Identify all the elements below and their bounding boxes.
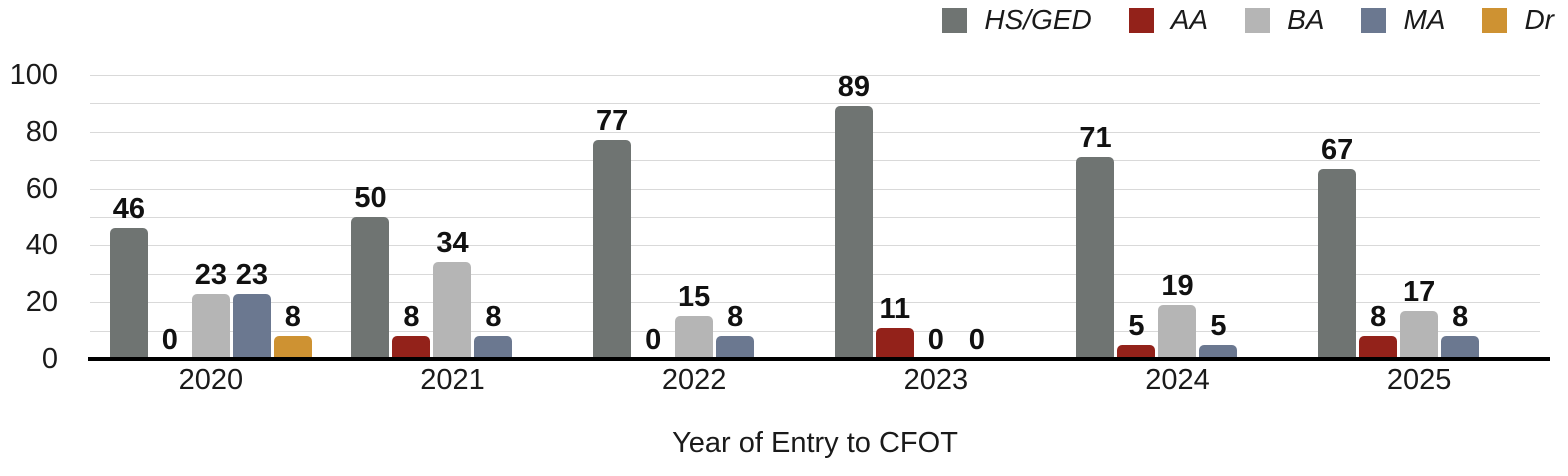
bar-group-2021: 50 8 34 8	[332, 184, 574, 359]
legend-label: Dr	[1524, 4, 1554, 35]
bar-value-label: 8	[403, 301, 420, 333]
bar-value-label: 19	[1161, 270, 1194, 302]
bar-value-label: 89	[837, 71, 870, 103]
y-tick-label: 0	[41, 343, 58, 375]
gridline	[90, 103, 1540, 105]
bar-group-2025: 67 8 17 8	[1298, 136, 1540, 359]
bar-value-label: 34	[436, 227, 469, 259]
bar-hs-ged-2022: 77	[593, 107, 632, 359]
legend-swatch-icon	[1128, 7, 1154, 33]
legend-item-ma: MA	[1361, 6, 1445, 34]
bar-value-label: 77	[596, 105, 629, 137]
chart-legend: HS/GED AA BA MA Dr	[942, 6, 1554, 34]
bar-value-label: 0	[927, 324, 944, 356]
bar-hs-ged-2025: 67	[1318, 136, 1357, 359]
legend-label: HS/GED	[984, 4, 1092, 35]
bar-ba-2022: 15	[675, 283, 714, 359]
bar-ba-2025: 17	[1400, 278, 1439, 359]
x-axis-title: Year of Entry to CFOT	[672, 427, 958, 459]
bar-aa-2024: 5	[1117, 312, 1156, 359]
bar-hs-ged-2023: 89	[834, 73, 873, 359]
legend-item-ba: BA	[1245, 6, 1324, 34]
bar-ma-2025: 8	[1441, 303, 1480, 359]
legend-label: MA	[1403, 4, 1446, 35]
bar-value-label: 17	[1403, 276, 1436, 308]
bar-value-label: 67	[1321, 134, 1354, 166]
bar-aa-2023: 11	[875, 295, 914, 359]
bar-value-label: 0	[968, 324, 985, 356]
bar-ba-2021: 34	[433, 229, 472, 359]
bar-group-2022: 77 0 15 8	[573, 107, 815, 359]
y-tick-label: 20	[25, 286, 58, 319]
bar-value-label: 8	[485, 301, 502, 333]
bar-group-2020: 46 0 23 23 8	[90, 195, 332, 359]
x-axis-line	[88, 357, 1550, 361]
legend-item-aa: AA	[1128, 4, 1209, 35]
bar-value-label: 0	[161, 324, 178, 356]
bar-hs-ged-2020: 46	[109, 195, 148, 359]
x-tick-label-2021: 2021	[420, 364, 485, 396]
gridline	[90, 188, 1540, 190]
gridline	[90, 273, 1540, 275]
bar-value-label: 11	[879, 293, 911, 325]
bar-value-label: 5	[1210, 310, 1227, 342]
gridline	[90, 75, 1540, 76]
legend-swatch-icon	[1361, 7, 1387, 33]
bar-value-label: 8	[727, 301, 744, 333]
gridline	[90, 131, 1540, 133]
bar-ma-2024: 5	[1199, 312, 1238, 359]
bar-value-label: 15	[678, 281, 711, 313]
bar-value-label: 50	[354, 182, 387, 214]
bar-ba-2024: 19	[1158, 272, 1197, 359]
legend-label: AA	[1170, 4, 1209, 35]
legend-swatch-icon	[1245, 7, 1271, 33]
bar-value-label: 8	[1370, 301, 1387, 333]
y-tick-label: 80	[25, 115, 58, 148]
legend-label: BA	[1287, 4, 1325, 35]
gridline	[90, 217, 1540, 218]
bar-hs-ged-2024: 71	[1076, 124, 1115, 359]
bar-group-2024: 71 5 19 5	[1057, 124, 1299, 359]
x-tick-label-2024: 2024	[1145, 364, 1210, 396]
x-tick-label-2023: 2023	[903, 364, 969, 396]
bar-value-label: 8	[1452, 301, 1469, 333]
bar-dr-2020: 8	[273, 303, 312, 359]
bar-ma-2020: 23	[232, 261, 271, 359]
x-tick-label-2025: 2025	[1386, 364, 1452, 396]
bar-value-label: 5	[1128, 310, 1145, 342]
bar-ma-2022: 8	[716, 303, 755, 359]
gridline	[90, 160, 1540, 162]
bar-aa-2021: 8	[392, 303, 431, 359]
gridline	[90, 245, 1540, 247]
bar-aa-2025: 8	[1359, 303, 1398, 359]
x-tick-label-2022: 2022	[661, 364, 727, 396]
bar-value-label: 23	[194, 259, 227, 291]
bar-value-label: 8	[284, 301, 301, 333]
bar-value-label: 46	[112, 193, 145, 225]
bar-ma-2021: 8	[474, 303, 513, 359]
bar-group-2023: 89 11 0 0	[815, 73, 1057, 359]
bar-value-label: 23	[235, 259, 268, 291]
y-tick-label: 60	[25, 172, 58, 205]
bar-value-label: 0	[645, 324, 662, 356]
legend-swatch-icon	[942, 7, 968, 33]
bar-value-label: 71	[1079, 122, 1112, 154]
legend-item-dr: Dr	[1482, 6, 1554, 34]
bar-hs-ged-2021: 50	[351, 184, 390, 359]
y-tick-label: 40	[25, 229, 58, 262]
gridline	[90, 302, 1540, 304]
legend-item-hs-ged: HS/GED	[942, 4, 1092, 35]
legend-swatch-icon	[1482, 7, 1508, 33]
bar-ba-2020: 23	[191, 261, 230, 359]
x-tick-label-2020: 2020	[178, 364, 244, 396]
gridline	[90, 330, 1540, 332]
y-tick-label: 100	[9, 59, 58, 91]
